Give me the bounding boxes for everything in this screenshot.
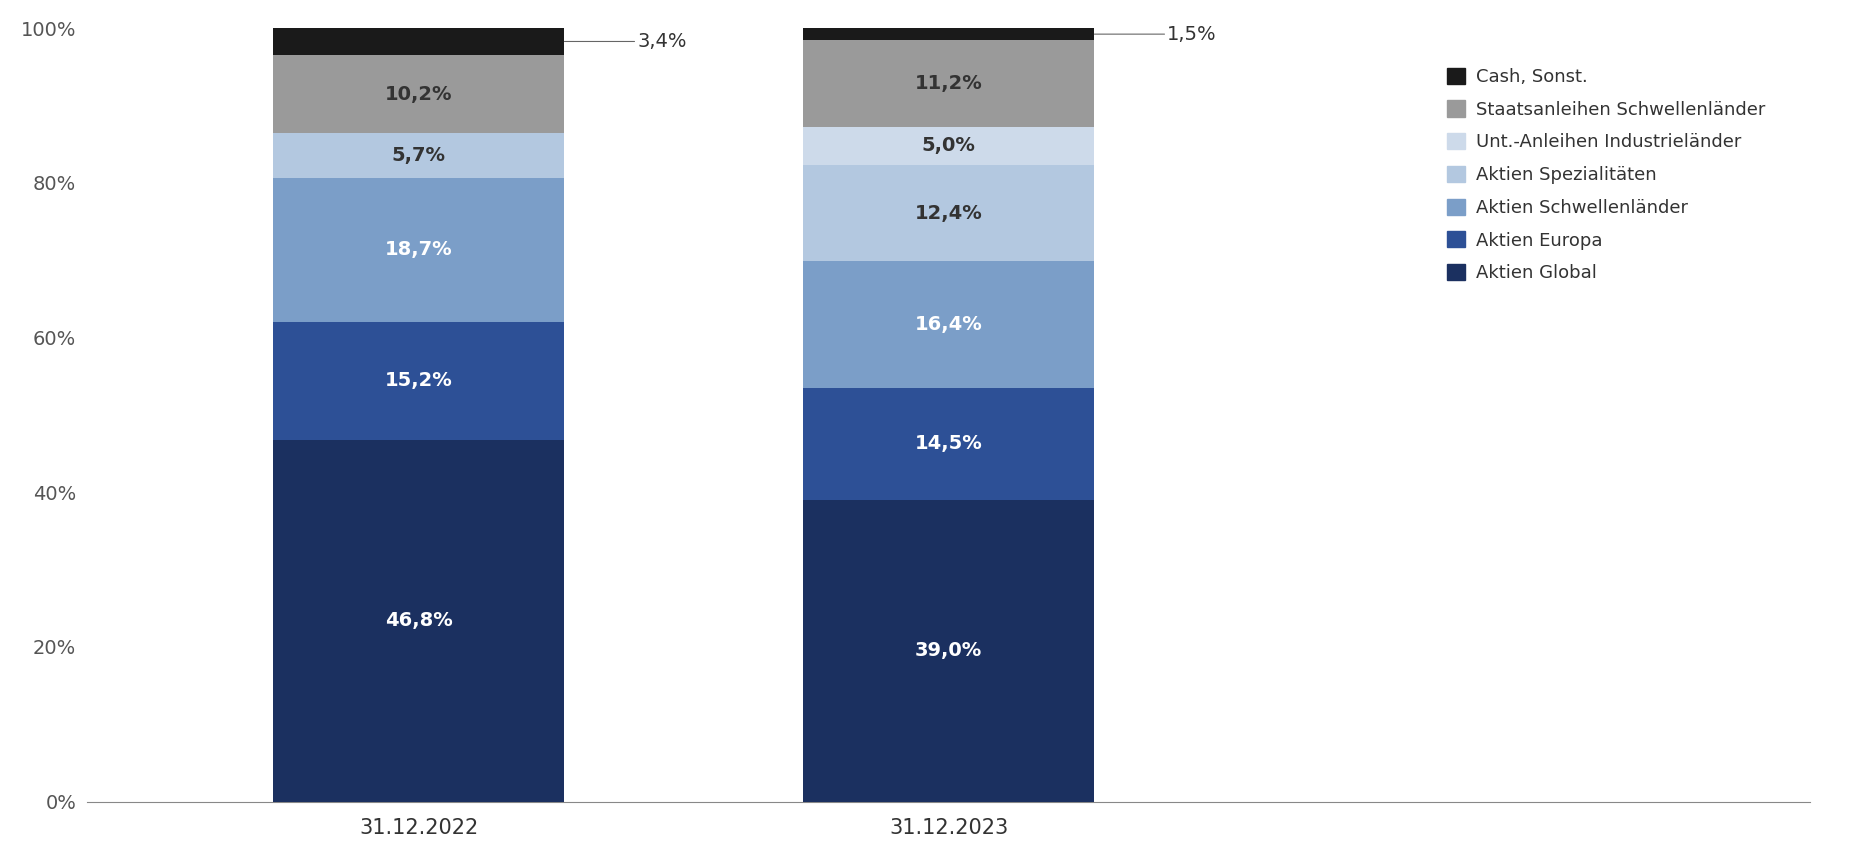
Bar xyxy=(273,28,564,55)
Bar xyxy=(273,55,564,133)
Bar xyxy=(803,126,1094,165)
Text: 5,7%: 5,7% xyxy=(391,146,445,165)
Text: 16,4%: 16,4% xyxy=(915,315,981,334)
Text: 15,2%: 15,2% xyxy=(384,371,453,390)
Bar xyxy=(273,440,564,801)
Text: 39,0%: 39,0% xyxy=(915,641,981,661)
Text: 46,8%: 46,8% xyxy=(384,611,453,631)
Text: 10,2%: 10,2% xyxy=(384,84,453,104)
Bar xyxy=(803,165,1094,261)
Bar xyxy=(803,500,1094,801)
Text: 12,4%: 12,4% xyxy=(915,204,981,222)
Bar xyxy=(803,388,1094,500)
Bar xyxy=(803,261,1094,388)
Text: 11,2%: 11,2% xyxy=(915,74,981,93)
Bar xyxy=(803,28,1094,40)
Legend: Cash, Sonst., Staatsanleihen Schwellenländer, Unt.-Anleihen Industrieländer, Akt: Cash, Sonst., Staatsanleihen Schwellenlä… xyxy=(1439,60,1772,289)
Bar xyxy=(273,178,564,322)
Text: 18,7%: 18,7% xyxy=(384,241,453,259)
Text: 14,5%: 14,5% xyxy=(915,435,981,454)
Bar xyxy=(803,40,1094,126)
Text: 3,4%: 3,4% xyxy=(564,32,686,51)
Bar xyxy=(273,322,564,440)
Bar xyxy=(273,133,564,178)
Text: 5,0%: 5,0% xyxy=(922,137,976,155)
Text: 1,5%: 1,5% xyxy=(1094,25,1217,44)
